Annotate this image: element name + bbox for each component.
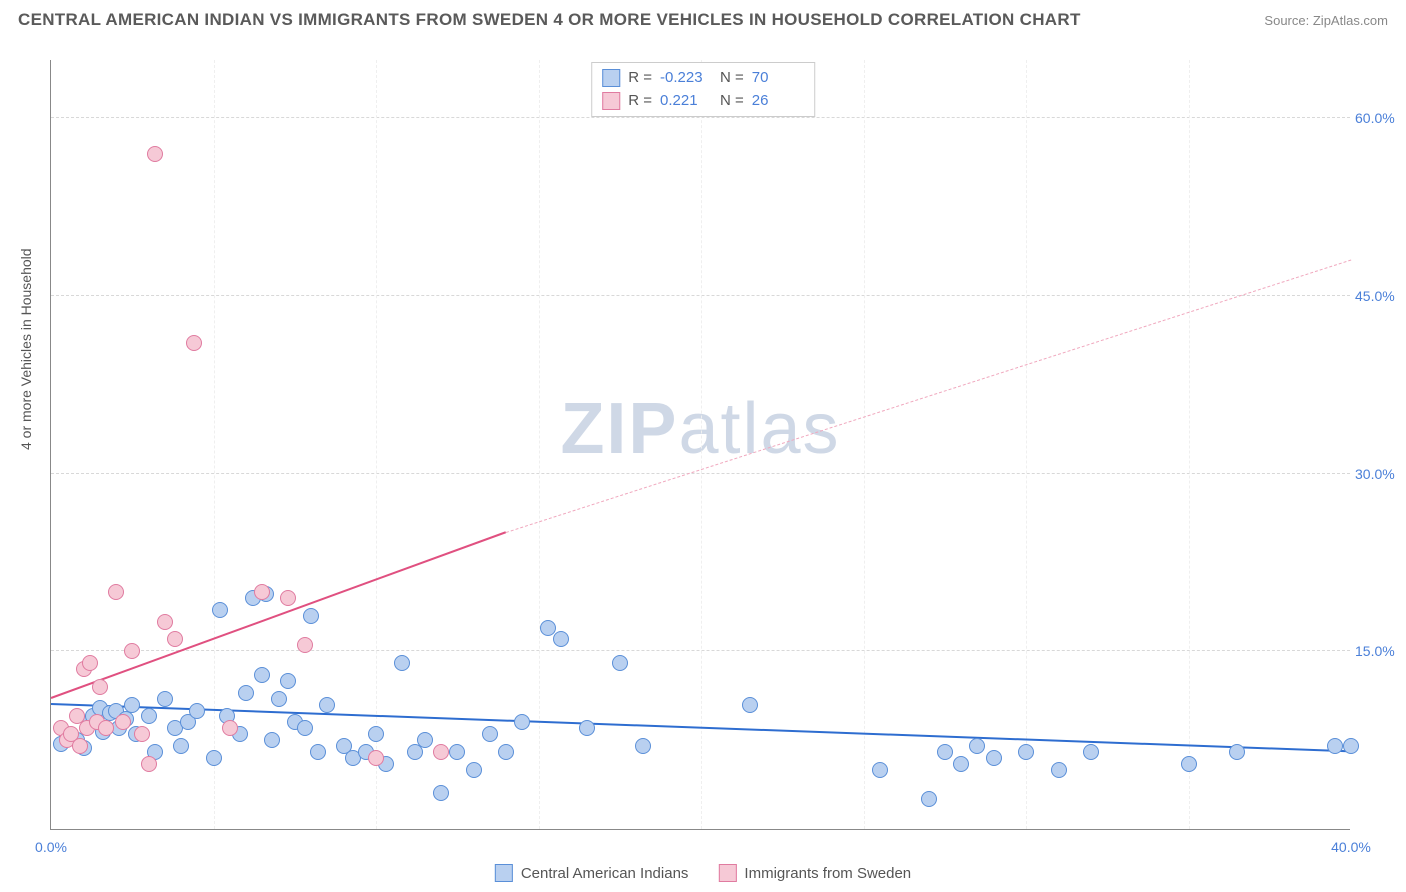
data-point bbox=[553, 631, 569, 647]
data-point bbox=[238, 685, 254, 701]
data-point bbox=[540, 620, 556, 636]
data-point bbox=[1018, 744, 1034, 760]
legend-label: Immigrants from Sweden bbox=[744, 865, 911, 882]
stats-row: R =0.221N =26 bbox=[602, 90, 804, 113]
data-point bbox=[264, 732, 280, 748]
trend-line bbox=[506, 259, 1351, 532]
data-point bbox=[612, 655, 628, 671]
data-point bbox=[449, 744, 465, 760]
data-point bbox=[466, 762, 482, 778]
legend-swatch bbox=[495, 864, 513, 882]
data-point bbox=[82, 655, 98, 671]
correlation-stats-box: R =-0.223N =70R =0.221N =26 bbox=[591, 62, 815, 117]
data-point bbox=[394, 655, 410, 671]
data-point bbox=[124, 697, 140, 713]
data-point bbox=[986, 750, 1002, 766]
data-point bbox=[872, 762, 888, 778]
gridline-vertical bbox=[1026, 60, 1027, 829]
scatter-chart: ZIPatlas 15.0%30.0%45.0%60.0%0.0%40.0% bbox=[50, 60, 1350, 830]
data-point bbox=[1343, 738, 1359, 754]
data-point bbox=[222, 720, 238, 736]
y-tick-label: 30.0% bbox=[1355, 466, 1406, 482]
data-point bbox=[212, 602, 228, 618]
data-point bbox=[937, 744, 953, 760]
data-point bbox=[969, 738, 985, 754]
stats-row: R =-0.223N =70 bbox=[602, 67, 804, 90]
data-point bbox=[92, 679, 108, 695]
y-tick-label: 15.0% bbox=[1355, 643, 1406, 659]
data-point bbox=[482, 726, 498, 742]
data-point bbox=[433, 744, 449, 760]
data-point bbox=[108, 584, 124, 600]
data-point bbox=[310, 744, 326, 760]
data-point bbox=[303, 608, 319, 624]
data-point bbox=[417, 732, 433, 748]
data-point bbox=[319, 697, 335, 713]
data-point bbox=[297, 720, 313, 736]
legend-label: Central American Indians bbox=[521, 865, 689, 882]
gridline-vertical bbox=[539, 60, 540, 829]
data-point bbox=[173, 738, 189, 754]
data-point bbox=[514, 714, 530, 730]
data-point bbox=[141, 708, 157, 724]
data-point bbox=[1229, 744, 1245, 760]
gridline-vertical bbox=[376, 60, 377, 829]
gridline-vertical bbox=[214, 60, 215, 829]
x-tick-label: 40.0% bbox=[1331, 839, 1371, 855]
legend-swatch bbox=[602, 69, 620, 87]
data-point bbox=[433, 785, 449, 801]
x-tick-label: 0.0% bbox=[35, 839, 67, 855]
data-point bbox=[271, 691, 287, 707]
data-point bbox=[635, 738, 651, 754]
data-point bbox=[134, 726, 150, 742]
data-point bbox=[1181, 756, 1197, 772]
gridline-vertical bbox=[864, 60, 865, 829]
y-axis-label: 4 or more Vehicles in Household bbox=[18, 248, 34, 450]
data-point bbox=[280, 590, 296, 606]
data-point bbox=[254, 584, 270, 600]
data-point bbox=[579, 720, 595, 736]
data-point bbox=[498, 744, 514, 760]
data-point bbox=[254, 667, 270, 683]
legend-item: Central American Indians bbox=[495, 864, 689, 882]
data-point bbox=[1083, 744, 1099, 760]
data-point bbox=[189, 703, 205, 719]
legend-swatch bbox=[718, 864, 736, 882]
source-attribution: Source: ZipAtlas.com bbox=[1264, 13, 1388, 28]
data-point bbox=[186, 335, 202, 351]
legend-item: Immigrants from Sweden bbox=[718, 864, 911, 882]
data-point bbox=[72, 738, 88, 754]
data-point bbox=[297, 637, 313, 653]
data-point bbox=[368, 726, 384, 742]
y-tick-label: 45.0% bbox=[1355, 288, 1406, 304]
y-tick-label: 60.0% bbox=[1355, 110, 1406, 126]
data-point bbox=[157, 691, 173, 707]
data-point bbox=[280, 673, 296, 689]
data-point bbox=[1051, 762, 1067, 778]
data-point bbox=[953, 756, 969, 772]
data-point bbox=[167, 631, 183, 647]
data-point bbox=[124, 643, 140, 659]
series-legend: Central American Indians Immigrants from … bbox=[495, 864, 911, 882]
data-point bbox=[206, 750, 222, 766]
data-point bbox=[98, 720, 114, 736]
legend-swatch bbox=[602, 92, 620, 110]
gridline-vertical bbox=[1189, 60, 1190, 829]
chart-title: CENTRAL AMERICAN INDIAN VS IMMIGRANTS FR… bbox=[18, 10, 1081, 30]
data-point bbox=[115, 714, 131, 730]
data-point bbox=[141, 756, 157, 772]
data-point bbox=[921, 791, 937, 807]
data-point bbox=[368, 750, 384, 766]
data-point bbox=[742, 697, 758, 713]
trend-line bbox=[51, 531, 507, 699]
gridline-vertical bbox=[701, 60, 702, 829]
data-point bbox=[147, 146, 163, 162]
data-point bbox=[157, 614, 173, 630]
data-point bbox=[1327, 738, 1343, 754]
